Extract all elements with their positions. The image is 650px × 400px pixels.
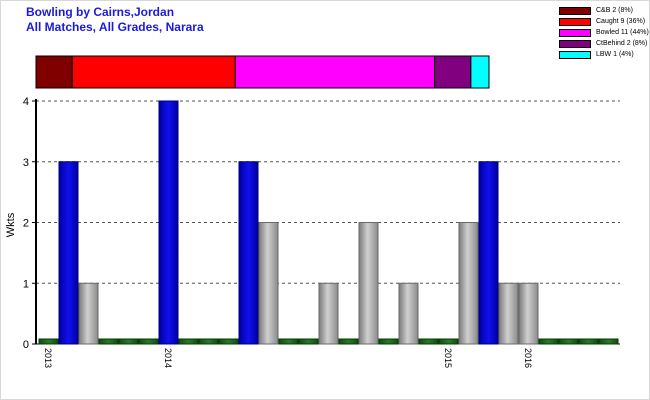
- x-tick-label-year: 2015: [443, 348, 453, 368]
- breakdown-segment: [71, 55, 236, 89]
- legend-label: C&B 2 (8%): [596, 7, 633, 14]
- bar: [378, 338, 399, 345]
- legend-item-caught: Caught 9 (36%): [559, 16, 649, 27]
- bar: [138, 338, 159, 345]
- bar: [418, 338, 439, 345]
- legend-swatch: [559, 17, 591, 26]
- bar: [258, 222, 279, 345]
- y-axis-label: Wkts: [5, 212, 17, 237]
- legend-swatch: [559, 50, 591, 59]
- bar: [458, 222, 479, 345]
- bar: [398, 282, 419, 345]
- dismissal-breakdown-bar: [35, 55, 490, 89]
- bar: [358, 222, 379, 345]
- y-tick-label: 4: [23, 96, 29, 108]
- chart-subtitle: All Matches, All Grades, Narara: [26, 20, 204, 34]
- bar: [178, 338, 199, 345]
- legend-item-cb: C&B 2 (8%): [559, 5, 649, 16]
- legend-label: CtBehind 2 (8%): [596, 40, 648, 47]
- x-tick-label-year: 2014: [163, 348, 173, 368]
- chart-title: Bowling by Cairns,Jordan: [26, 5, 175, 19]
- y-tick-label: 2: [23, 218, 29, 230]
- bars: [38, 100, 619, 345]
- legend-label: Caught 9 (36%): [596, 18, 646, 25]
- legend-item-lbw: LBW 1 (4%): [559, 49, 649, 60]
- legend-swatch: [559, 39, 591, 48]
- legend-item-bowled: Bowled 11 (44%): [559, 27, 649, 38]
- bar: [218, 338, 239, 345]
- bar: [498, 282, 519, 345]
- bar: [198, 338, 219, 345]
- bar: [58, 161, 79, 345]
- legend-label: Bowled 11 (44%): [596, 29, 649, 36]
- bar: [518, 282, 539, 345]
- bar: [478, 161, 499, 345]
- bar: [318, 282, 339, 345]
- legend-swatch: [559, 6, 591, 15]
- bar: [78, 282, 99, 345]
- gridlines: [36, 100, 620, 284]
- bar: [118, 338, 139, 345]
- breakdown-segment: [234, 55, 436, 89]
- x-tick-label-year: 2013: [43, 348, 53, 368]
- y-tick-label: 1: [23, 278, 29, 290]
- bar: [158, 100, 179, 345]
- bar: [98, 338, 119, 345]
- bar: [538, 338, 559, 345]
- legend-swatch: [559, 28, 591, 37]
- legend: C&B 2 (8%) Caught 9 (36%) Bowled 11 (44%…: [559, 5, 649, 60]
- y-tick-label: 3: [23, 157, 29, 169]
- bar: [578, 338, 599, 345]
- breakdown-segment: [35, 55, 73, 89]
- breakdown-segment: [434, 55, 472, 89]
- legend-item-ctbehind: CtBehind 2 (8%): [559, 38, 649, 49]
- breakdown-segment: [470, 55, 490, 89]
- bar: [38, 338, 59, 345]
- bar: [598, 338, 619, 345]
- bar: [558, 338, 579, 345]
- bar: [338, 338, 359, 345]
- bar: [278, 338, 299, 345]
- bar: [298, 338, 319, 345]
- x-tick-label-year: 2016: [523, 348, 533, 368]
- y-tick-label: 0: [23, 339, 29, 351]
- bar: [438, 338, 459, 345]
- legend-label: LBW 1 (4%): [596, 51, 634, 58]
- x-tick-labels: 2013 2014 2015 2016: [43, 348, 533, 368]
- bar: [238, 161, 259, 345]
